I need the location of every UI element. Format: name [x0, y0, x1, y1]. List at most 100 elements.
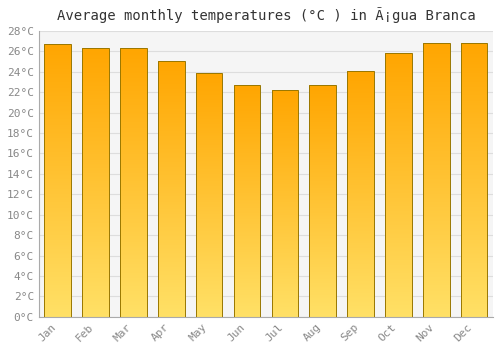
Bar	[234, 173, 260, 174]
Bar	[423, 276, 450, 277]
Bar	[234, 105, 260, 106]
Bar	[272, 216, 298, 217]
Bar	[310, 174, 336, 175]
Bar	[120, 233, 146, 235]
Bar	[82, 105, 109, 106]
Bar	[310, 175, 336, 177]
Bar	[120, 116, 146, 117]
Bar	[234, 219, 260, 220]
Bar	[120, 64, 146, 66]
Bar	[234, 308, 260, 309]
Bar	[158, 89, 184, 90]
Bar	[44, 74, 71, 76]
Bar	[234, 89, 260, 90]
Bar	[310, 88, 336, 89]
Bar	[385, 152, 411, 154]
Bar	[272, 135, 298, 137]
Bar	[82, 97, 109, 98]
Bar	[158, 268, 184, 270]
Bar	[158, 64, 184, 66]
Bar	[196, 185, 222, 186]
Bar	[82, 270, 109, 271]
Bar	[461, 238, 487, 239]
Bar	[120, 177, 146, 178]
Bar	[385, 131, 411, 132]
Bar	[272, 198, 298, 199]
Bar	[44, 298, 71, 299]
Bar	[158, 309, 184, 310]
Bar	[385, 139, 411, 140]
Bar	[196, 280, 222, 281]
Bar	[158, 255, 184, 257]
Bar	[423, 183, 450, 184]
Bar	[120, 152, 146, 153]
Bar	[461, 265, 487, 266]
Bar	[234, 281, 260, 282]
Bar	[310, 267, 336, 268]
Bar	[234, 199, 260, 200]
Bar	[461, 138, 487, 139]
Bar	[234, 234, 260, 236]
Bar	[234, 193, 260, 194]
Bar	[44, 254, 71, 256]
Bar	[234, 92, 260, 93]
Bar	[385, 206, 411, 208]
Bar	[158, 144, 184, 145]
Bar	[82, 306, 109, 307]
Bar	[461, 194, 487, 195]
Bar	[234, 122, 260, 123]
Bar	[196, 254, 222, 256]
Bar	[158, 75, 184, 76]
Bar	[44, 76, 71, 77]
Bar	[385, 292, 411, 293]
Bar	[82, 230, 109, 231]
Bar	[120, 56, 146, 58]
Bar	[310, 294, 336, 295]
Bar	[120, 295, 146, 297]
Bar	[44, 235, 71, 236]
Bar	[44, 119, 71, 121]
Bar	[82, 282, 109, 283]
Bar	[158, 262, 184, 263]
Bar	[310, 118, 336, 119]
Bar	[158, 84, 184, 85]
Bar	[82, 263, 109, 265]
Bar	[196, 111, 222, 112]
Bar	[82, 286, 109, 287]
Bar	[120, 61, 146, 62]
Bar	[44, 57, 71, 58]
Bar	[423, 99, 450, 101]
Bar	[348, 205, 374, 206]
Bar	[423, 186, 450, 187]
Bar	[348, 217, 374, 218]
Bar	[385, 308, 411, 309]
Bar	[423, 57, 450, 58]
Bar	[234, 280, 260, 281]
Bar	[385, 213, 411, 214]
Bar	[158, 308, 184, 309]
Bar	[158, 190, 184, 191]
Bar	[82, 153, 109, 154]
Bar	[196, 219, 222, 220]
Bar	[82, 289, 109, 290]
Bar	[272, 190, 298, 191]
Bar	[158, 114, 184, 116]
Bar	[385, 227, 411, 229]
Bar	[348, 258, 374, 259]
Bar	[348, 142, 374, 144]
Bar	[461, 252, 487, 254]
Bar	[310, 136, 336, 137]
Bar	[234, 130, 260, 132]
Bar	[423, 140, 450, 142]
Bar	[310, 315, 336, 316]
Bar	[423, 53, 450, 54]
Bar	[120, 268, 146, 270]
Bar	[461, 279, 487, 280]
Bar	[272, 193, 298, 195]
Bar	[82, 299, 109, 301]
Bar	[196, 269, 222, 271]
Bar	[348, 194, 374, 195]
Bar	[461, 64, 487, 65]
Bar	[310, 295, 336, 296]
Bar	[82, 95, 109, 97]
